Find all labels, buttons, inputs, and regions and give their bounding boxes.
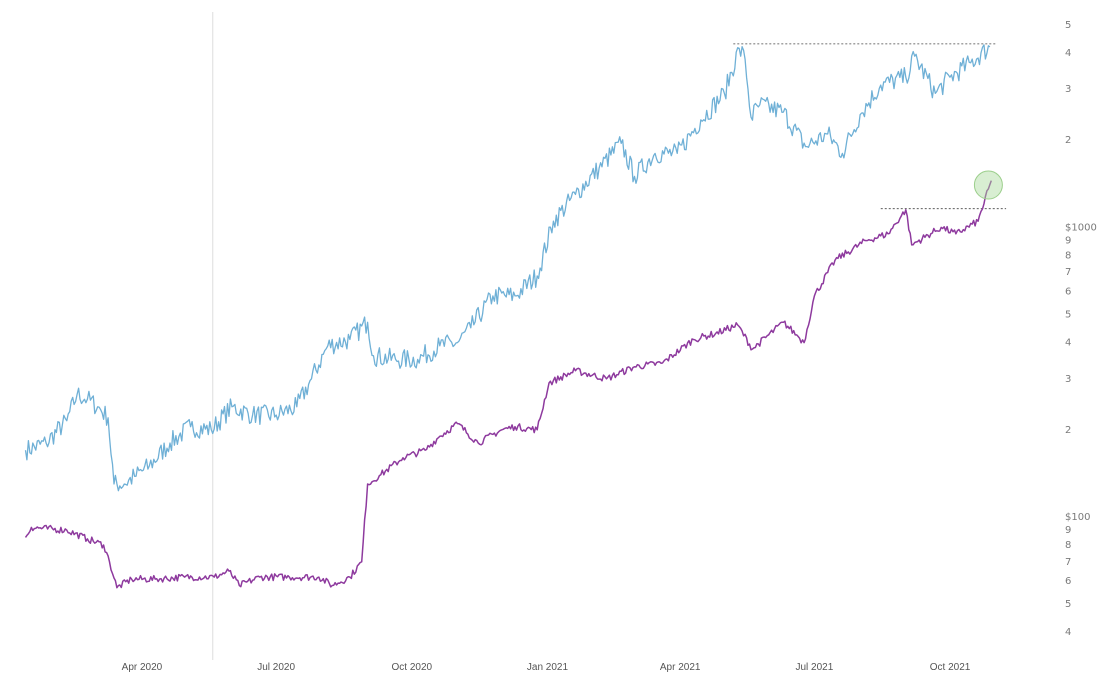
y-tick-label-1: 5 [1065, 599, 1071, 610]
highlight-circle [973, 170, 1003, 200]
y-tick-label-9: 4 [1065, 338, 1071, 349]
y-tick-label-7: 2 [1065, 425, 1071, 436]
x-tick-label-3: Jan 2021 [527, 662, 569, 673]
y-tick-label-5: 9 [1065, 525, 1071, 536]
y-tick-label-19: 5 [1065, 20, 1071, 31]
x-tick-label-6: Oct 2021 [930, 662, 971, 673]
x-tick-label-4: Apr 2021 [660, 662, 701, 673]
x-tick-label-1: Jul 2020 [257, 662, 295, 673]
y-tick-label-11: 6 [1065, 287, 1071, 298]
reference-lines [733, 43, 1007, 210]
y-tick-label-8: 3 [1065, 374, 1071, 385]
y-tick-label-14: 9 [1065, 236, 1071, 247]
x-axis-ticks: Apr 2020 Jul 2020 Oct 2020 Jan 2021 Apr 2021… [122, 662, 971, 673]
y-tick-label-2: 6 [1065, 576, 1071, 587]
series-line-a [24, 44, 991, 492]
y-tick-label-13: 8 [1065, 250, 1071, 261]
y-axis-ticks: 4 5 6 7 8 9 $100 2 3 4 5 6 7 8 9 $1000 2 3 4 5 [1065, 20, 1097, 638]
y-tick-label-16: 2 [1065, 135, 1071, 146]
y-tick-label-10: 5 [1065, 310, 1071, 321]
y-tick-label-0: 4 [1065, 627, 1071, 638]
y-tick-label-17: 3 [1065, 84, 1071, 95]
series-layer [24, 44, 993, 589]
x-tick-label-0: Apr 2020 [122, 662, 163, 673]
x-tick-label-2: Oct 2020 [392, 662, 433, 673]
y-tick-label-4: 8 [1065, 540, 1071, 551]
y-tick-label-12: 7 [1065, 267, 1071, 278]
series-line-b [24, 180, 993, 589]
x-tick-label-5: Jul 2021 [795, 662, 833, 673]
y-tick-label-6: $100 [1065, 512, 1090, 523]
y-tick-label-18: 4 [1065, 48, 1071, 59]
y-tick-label-3: 7 [1065, 557, 1071, 568]
y-tick-label-15: $1000 [1065, 222, 1097, 233]
